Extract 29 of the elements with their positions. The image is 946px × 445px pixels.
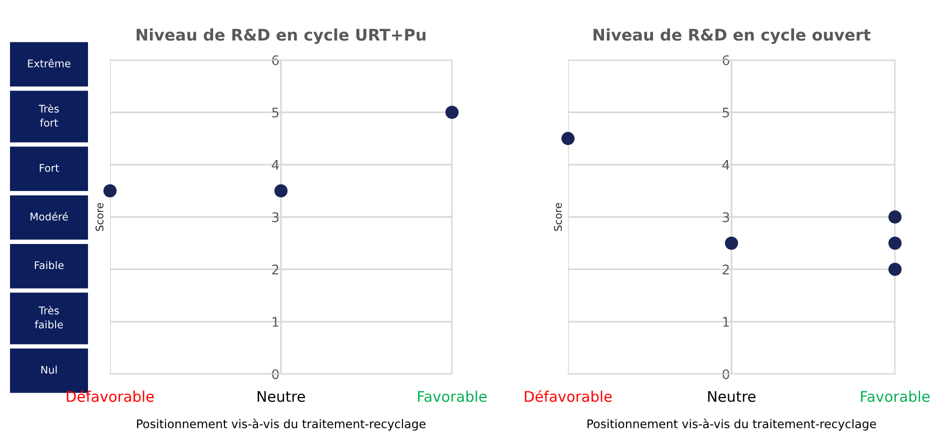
y-tick-label: 2 — [722, 264, 729, 274]
x-tick-label: Neutre — [708, 391, 756, 402]
text: Fort — [40, 164, 59, 172]
text: Extrême — [28, 58, 70, 68]
x-tick-label: Favorable — [418, 390, 487, 402]
y-tick-label: 1 — [272, 317, 278, 327]
text: Très fort — [38, 104, 59, 127]
y-tick-label: 4 — [272, 160, 279, 170]
x-tick-label: Défavorable — [66, 390, 154, 402]
text: Très faible — [34, 306, 63, 328]
y-tick-label: 3 — [272, 212, 279, 222]
x-axis-title: Positionnement vis-à-vis du traitement-recyclage — [588, 418, 876, 431]
text: Faible — [34, 261, 64, 270]
text: Modéré — [30, 212, 68, 221]
text: Nul — [41, 366, 57, 374]
x-axis-title: Positionnement vis-à-vis du traitement-recyclage — [137, 418, 426, 431]
x-tick-label: Neutre — [258, 391, 305, 402]
x-tick-label: Favorable — [861, 390, 930, 402]
y-tick-label: 5 — [722, 108, 729, 118]
y-tick-label: 5 — [272, 108, 278, 118]
y-axis-title: Score — [96, 202, 104, 231]
y-tick-label: 1 — [723, 317, 729, 327]
y-tick-label: 2 — [272, 264, 278, 274]
chart-title: Niveau de R&D en cycle URT+Pu — [136, 28, 426, 44]
y-axis-title: Score — [554, 202, 562, 231]
x-tick-label: Défavorable — [524, 390, 612, 402]
y-tick-label: 4 — [722, 160, 730, 170]
y-tick-label: 3 — [722, 212, 730, 222]
chart-title: Niveau de R&D en cycle ouvert — [594, 28, 871, 44]
